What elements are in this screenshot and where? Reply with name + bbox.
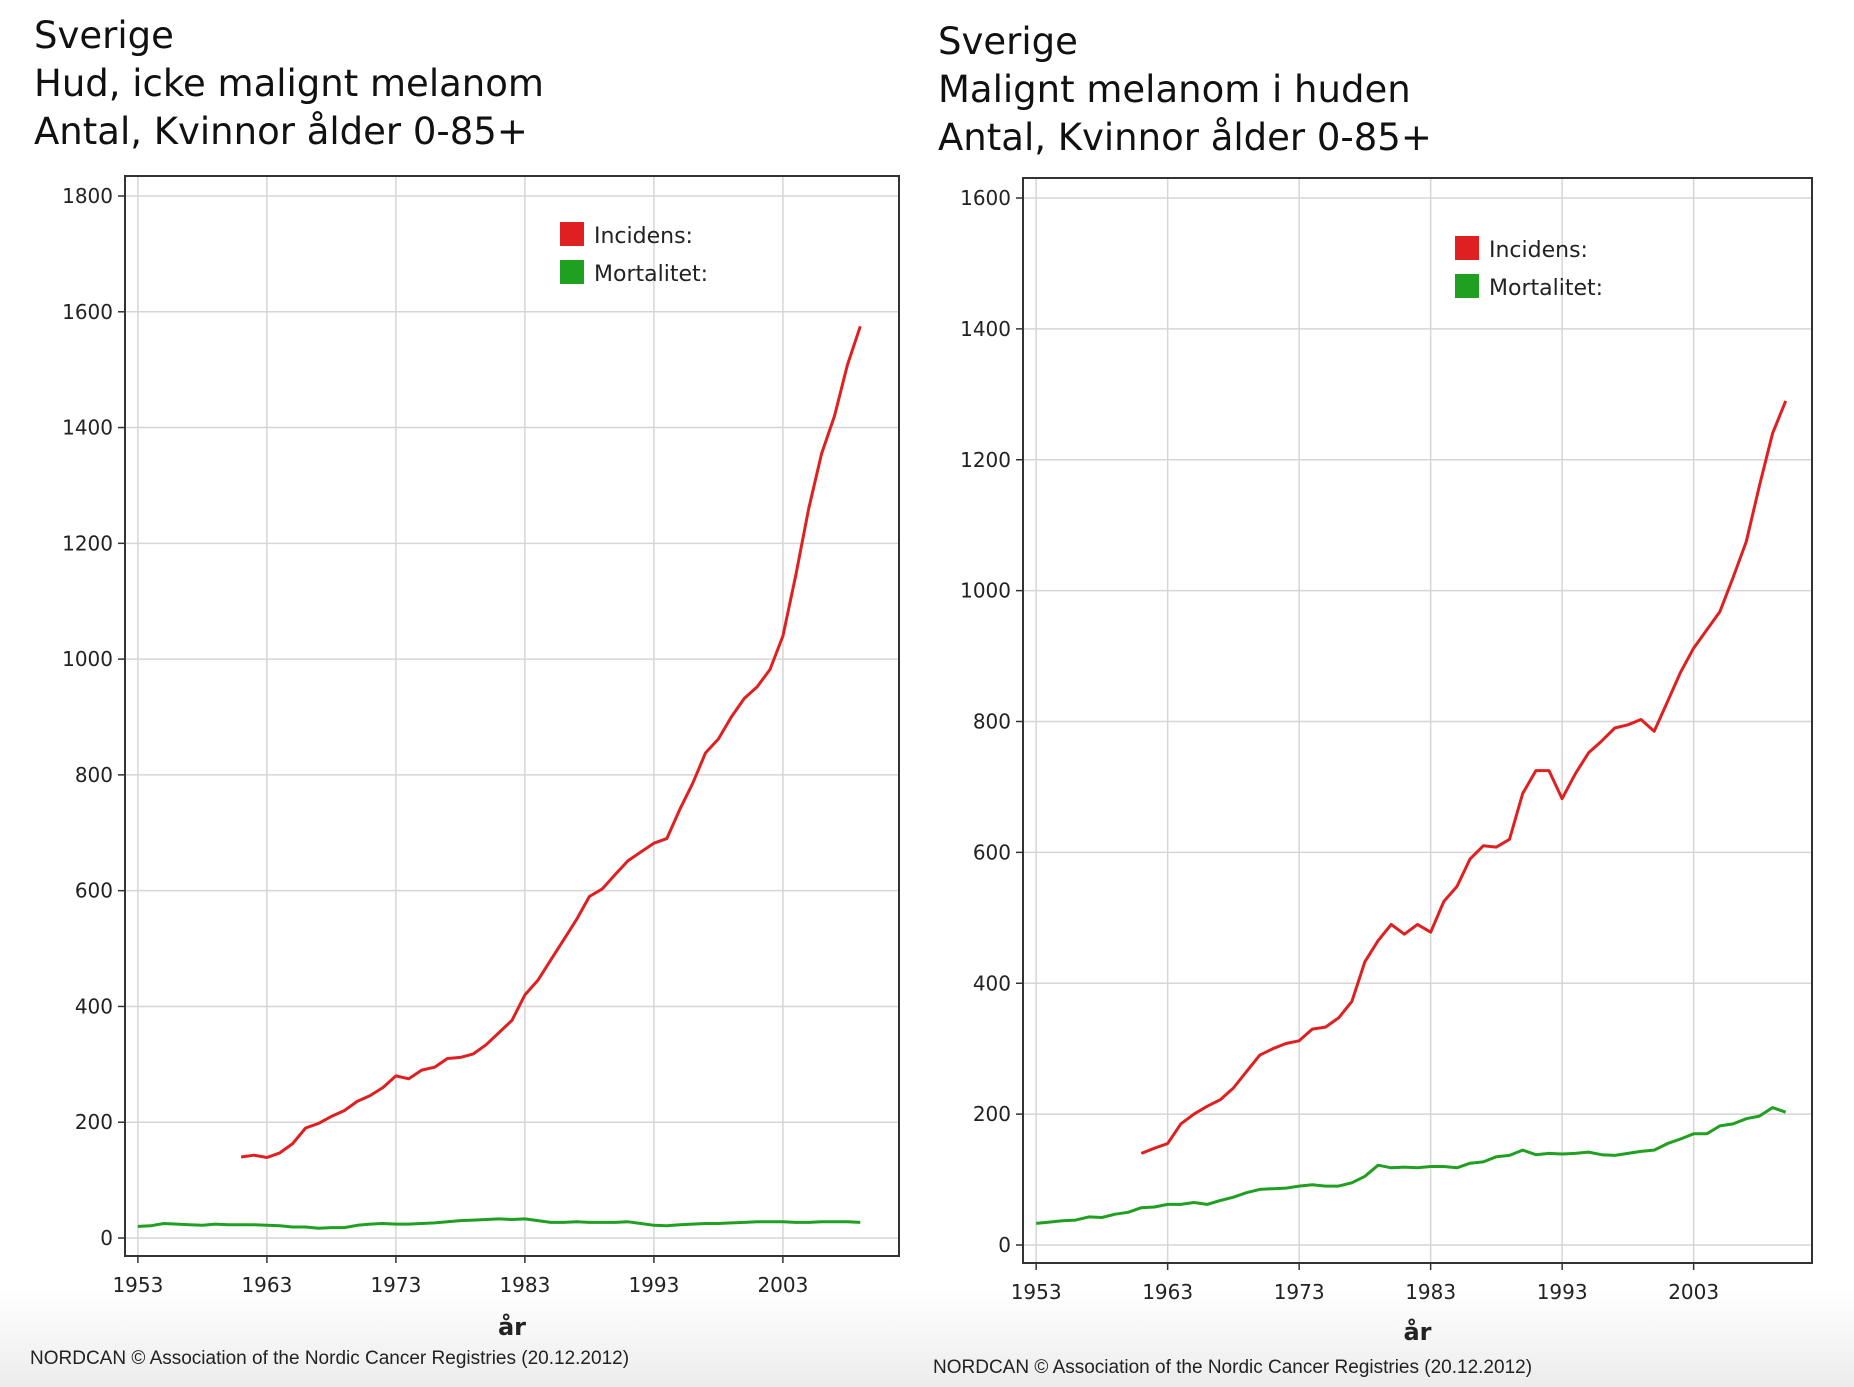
legend-label: Incidens: [1489,238,1588,263]
title-line-3: Antal, Kvinnor ålder 0-85+ [34,110,528,153]
x-axis-label: år [1403,1317,1431,1346]
x-tick-label: 1963 [1142,1280,1193,1304]
y-axis: 0 200 400 600 800 1000 1200 1400 1600 1800 [62,184,125,1250]
series-line-mortalitet [1036,1106,1787,1225]
y-tick-label: 0 [998,1233,1011,1257]
x-axis-label: år [498,1312,526,1341]
legend-swatch [560,222,584,246]
chart-title: Sverige Hud, icke malignt melanom Antal,… [34,12,544,156]
legend-swatch [1455,236,1479,260]
title-line-1: Sverige [34,14,174,57]
grid [1023,178,1812,1263]
x-tick-label: 1953 [112,1273,163,1297]
x-tick-label: 1993 [628,1273,679,1297]
chart-panel-left: Sverige Hud, icke malignt melanom Antal,… [0,0,920,1387]
source-footer: NORDCAN © Association of the Nordic Canc… [933,1357,1533,1378]
chart-panel-right: Sverige Malignt melanom i huden Antal, K… [920,0,1854,1387]
series-line-incidens [240,325,862,1159]
plot-frame [124,175,900,1257]
y-tick-label: 400 [973,971,1011,995]
title-line-2: Hud, icke malignt melanom [34,62,544,105]
y-tick-label: 1800 [62,184,113,208]
x-tick-label: 1983 [1405,1280,1456,1304]
grid [125,176,899,1256]
title-line-3: Antal, Kvinnor ålder 0-85+ [938,116,1432,159]
title-line-1: Sverige [938,20,1078,63]
y-tick-label: 1600 [62,300,113,324]
y-tick-label: 1400 [960,317,1011,341]
y-tick-label: 1000 [960,579,1011,603]
legend: Incidens: Mortalitet: [560,222,708,287]
y-axis: 0 200 400 600 800 1000 1200 1400 1600 [960,186,1023,1257]
y-tick-label: 600 [75,879,113,903]
y-tick-label: 400 [75,994,113,1018]
legend-label: Mortalitet: [594,262,708,287]
legend: Incidens: Mortalitet: [1455,236,1603,301]
series-line-mortalitet [137,1217,861,1230]
legend-swatch [1455,274,1479,298]
y-tick-label: 1600 [960,186,1011,210]
title-line-2: Malignt melanom i huden [938,68,1411,111]
legend-label: Mortalitet: [1489,276,1603,301]
plot-frame [1022,177,1813,1264]
x-tick-label: 1963 [241,1273,292,1297]
legend-swatch [560,260,584,284]
x-tick-label: 2003 [1668,1280,1719,1304]
x-tick-label: 1973 [1274,1280,1325,1304]
x-tick-label: 1993 [1537,1280,1588,1304]
y-tick-label: 200 [75,1110,113,1134]
y-tick-label: 800 [75,763,113,787]
x-tick-label: 1973 [370,1273,421,1297]
chart-plot-right: 0 200 400 600 800 1000 1200 1400 1600 1953 1963 197… [960,177,1813,1346]
x-tick-label: 2003 [757,1273,808,1297]
bottom-fade [0,1290,1854,1387]
y-tick-label: 600 [973,840,1011,864]
chart-title: Sverige Malignt melanom i huden Antal, K… [938,18,1432,162]
y-tick-label: 0 [100,1226,113,1250]
source-footer: NORDCAN © Association of the Nordic Canc… [30,1348,630,1369]
y-tick-label: 1200 [62,531,113,555]
x-tick-label: 1983 [499,1273,550,1297]
chart-plot-left: 0 200 400 600 800 1000 1200 1400 1600 1800 1953 196… [62,175,900,1341]
y-tick-label: 1400 [62,416,113,440]
y-tick-label: 1200 [960,448,1011,472]
y-tick-label: 800 [973,710,1011,734]
x-axis: 1953 1963 1973 1983 1993 2003 [112,1256,808,1297]
x-tick-label: 1953 [1011,1280,1062,1304]
x-axis: 1953 1963 1973 1983 1993 2003 [1011,1263,1719,1304]
y-tick-label: 200 [973,1102,1011,1126]
y-tick-label: 1000 [62,647,113,671]
series-line-incidens [1140,400,1788,1155]
legend-label: Incidens: [594,224,693,249]
